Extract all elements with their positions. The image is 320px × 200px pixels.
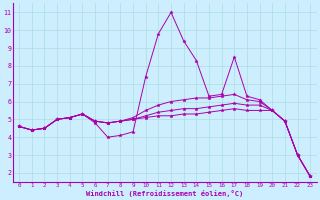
X-axis label: Windchill (Refroidissement éolien,°C): Windchill (Refroidissement éolien,°C): [86, 190, 243, 197]
